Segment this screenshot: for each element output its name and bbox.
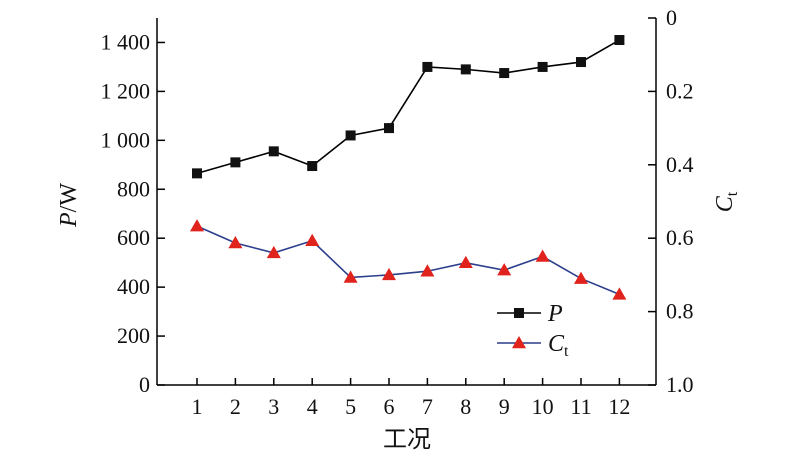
x-tick-label: 11 bbox=[570, 394, 591, 419]
legend-label-main: P bbox=[547, 301, 563, 327]
left-tick-label: 1 000 bbox=[101, 127, 151, 152]
left-tick-label: 600 bbox=[117, 225, 150, 250]
data-point bbox=[614, 35, 625, 46]
x-axis-title: 工况 bbox=[383, 427, 431, 453]
left-tick-label: 400 bbox=[117, 274, 150, 299]
left-y-axis-title-unit: /W bbox=[56, 183, 82, 213]
series-layer bbox=[190, 35, 627, 300]
data-point bbox=[305, 233, 320, 247]
data-point bbox=[190, 219, 204, 232]
data-point bbox=[576, 57, 586, 68]
right-y-axis-title-subscript: t bbox=[724, 191, 741, 196]
legend-label: P bbox=[547, 301, 563, 327]
legend-marker bbox=[512, 336, 526, 349]
x-tick-label: 4 bbox=[307, 394, 318, 419]
right-tick-label: 0 bbox=[666, 5, 677, 30]
legend-label-subscript: t bbox=[564, 343, 569, 360]
plot-frame bbox=[156, 18, 657, 386]
data-point bbox=[574, 271, 588, 284]
left-y-axis-title: P/W bbox=[56, 183, 82, 228]
right-tick-label: 0.4 bbox=[666, 152, 694, 177]
legend-label: Ct bbox=[548, 331, 569, 360]
x-tick-label: 1 bbox=[192, 394, 203, 419]
legend-entry: Ct bbox=[497, 331, 569, 360]
x-tick-label: 12 bbox=[608, 394, 630, 419]
data-point bbox=[266, 245, 281, 259]
data-point bbox=[499, 68, 510, 79]
data-point bbox=[537, 61, 548, 72]
left-tick-label: 1 200 bbox=[101, 78, 151, 103]
data-point bbox=[458, 255, 473, 269]
legend-entry: P bbox=[497, 301, 563, 327]
left-y-axis-title-symbol: P bbox=[56, 212, 82, 228]
data-point bbox=[192, 168, 202, 179]
legend-marker bbox=[514, 308, 524, 318]
data-point bbox=[230, 157, 241, 168]
series-1 bbox=[192, 35, 625, 179]
legend: PCt bbox=[497, 301, 569, 360]
data-point bbox=[460, 64, 471, 75]
data-point bbox=[345, 130, 356, 141]
data-point bbox=[268, 146, 279, 157]
data-point bbox=[420, 264, 435, 277]
x-axis: 1 2 3 4 5 6 7 8 9 10 11 12 bbox=[192, 378, 630, 419]
left-y-axis: 0 200 400 600 800 1 000 1 200 1 400 bbox=[101, 29, 165, 397]
left-tick-label: 0 bbox=[139, 372, 150, 397]
right-tick-label: 0.6 bbox=[666, 225, 694, 250]
data-point bbox=[382, 267, 396, 281]
data-point bbox=[228, 235, 243, 249]
data-point bbox=[497, 263, 512, 276]
legend-label-main: C bbox=[548, 331, 565, 357]
right-y-axis: 0 0.2 0.4 0.6 0.8 1.0 bbox=[648, 5, 694, 397]
x-tick-label: 8 bbox=[460, 394, 471, 419]
data-point bbox=[422, 61, 433, 72]
x-tick-label: 10 bbox=[532, 394, 554, 419]
left-tick-label: 800 bbox=[117, 176, 150, 201]
x-tick-label: 3 bbox=[268, 394, 279, 419]
right-tick-label: 1.0 bbox=[666, 372, 694, 397]
data-point bbox=[384, 123, 394, 134]
right-y-axis-title: Ct bbox=[712, 191, 741, 212]
right-tick-label: 0.8 bbox=[666, 299, 694, 324]
series-line bbox=[196, 39, 620, 175]
right-y-axis-title-symbol: C bbox=[712, 195, 738, 212]
left-tick-label: 200 bbox=[117, 323, 150, 348]
series-2 bbox=[190, 219, 627, 300]
right-tick-label: 0.2 bbox=[666, 78, 694, 103]
x-tick-label: 6 bbox=[384, 394, 395, 419]
x-tick-label: 9 bbox=[499, 394, 510, 419]
x-tick-label: 7 bbox=[422, 394, 433, 419]
x-tick-label: 2 bbox=[230, 394, 241, 419]
data-point bbox=[343, 270, 358, 283]
left-tick-label: 1 400 bbox=[101, 29, 151, 54]
data-point bbox=[307, 161, 318, 172]
data-point bbox=[612, 287, 627, 300]
series-line bbox=[196, 225, 620, 296]
data-point bbox=[535, 249, 550, 262]
x-tick-label: 5 bbox=[345, 394, 356, 419]
